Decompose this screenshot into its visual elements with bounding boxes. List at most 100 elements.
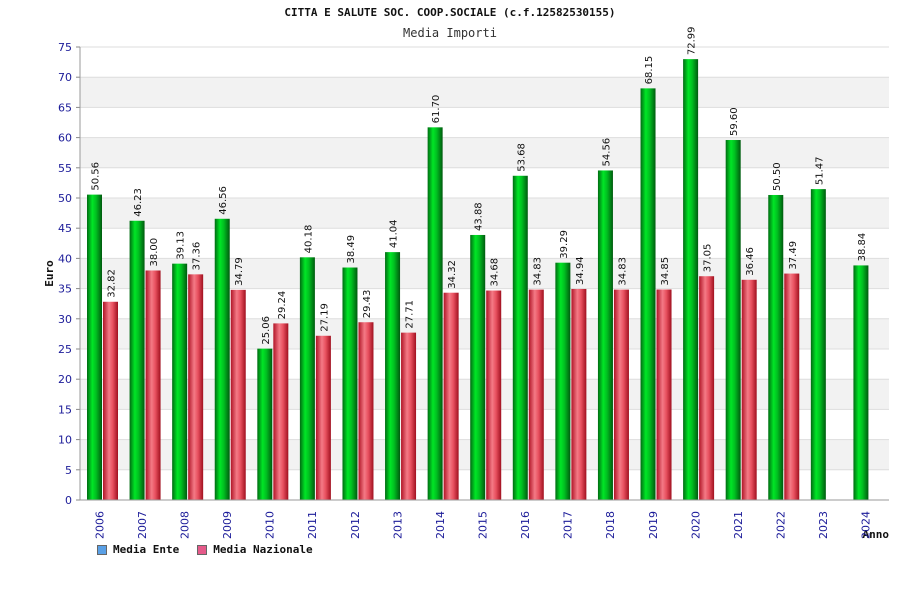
x-tick-label: 2007 <box>136 511 149 539</box>
data-label-media-ente: 68.15 <box>644 56 655 85</box>
bar-media-ente <box>555 262 571 500</box>
x-tick-label: 2014 <box>434 511 447 539</box>
bar-media-ente <box>87 194 102 500</box>
data-label-media-nazionale: 37.49 <box>788 241 799 270</box>
x-tick-label: 2011 <box>306 511 319 539</box>
data-label-media-ente: 38.84 <box>857 233 868 262</box>
x-tick-label: 2016 <box>519 511 532 539</box>
chart-title: CITTA E SALUTE SOC. COOP.SOCIALE (c.f.12… <box>284 6 616 19</box>
bar-media-nazionale <box>741 279 757 500</box>
bar-media-ente <box>257 348 273 500</box>
bar-media-ente <box>725 140 741 501</box>
bar-media-ente <box>810 189 826 500</box>
data-label-media-nazionale: 32.82 <box>107 269 118 298</box>
data-label-media-nazionale: 34.83 <box>617 257 628 286</box>
data-label-media-nazionale: 37.05 <box>703 244 714 273</box>
bar-media-ente <box>129 220 145 500</box>
y-tick-label: 5 <box>65 464 72 477</box>
bar-media-ente <box>214 218 230 501</box>
data-label-media-ente: 50.56 <box>91 162 102 191</box>
data-label-media-ente: 54.56 <box>601 138 612 167</box>
x-tick-label: 2023 <box>817 511 830 539</box>
legend: Media Ente Media Nazionale <box>97 543 313 556</box>
legend-label-ente: Media Ente <box>113 543 180 556</box>
bar-media-ente <box>342 267 358 500</box>
x-tick-label: 2024 <box>860 511 873 539</box>
grid-band <box>80 77 889 108</box>
x-tick-label: 2019 <box>647 511 660 539</box>
bar-media-nazionale <box>188 274 204 500</box>
x-tick-label: 2022 <box>775 511 788 539</box>
data-label-media-nazionale: 36.46 <box>745 247 756 276</box>
data-label-media-nazionale: 27.71 <box>405 300 416 329</box>
data-label-media-ente: 59.60 <box>729 107 740 136</box>
legend-label-nazionale: Media Nazionale <box>213 543 313 556</box>
data-label-media-ente: 72.99 <box>687 26 698 55</box>
bar-media-ente <box>172 263 188 500</box>
data-label-media-ente: 46.56 <box>218 186 229 215</box>
data-label-media-ente: 25.06 <box>261 316 272 345</box>
legend-item-ente: Media Ente <box>97 543 179 556</box>
bar-media-nazionale <box>358 322 374 500</box>
bar-media-ente <box>470 234 486 501</box>
bar-media-nazionale <box>656 289 672 500</box>
bar-media-nazionale <box>315 335 331 500</box>
legend-item-nazionale: Media Nazionale <box>197 543 313 556</box>
data-label-media-ente: 38.49 <box>346 235 357 264</box>
data-label-media-nazionale: 34.32 <box>447 260 458 289</box>
bar-media-nazionale <box>273 323 289 500</box>
bar-media-nazionale <box>571 288 587 500</box>
data-label-media-ente: 43.88 <box>474 202 485 231</box>
data-label-media-ente: 39.13 <box>176 231 187 260</box>
legend-swatch-ente <box>97 544 107 555</box>
bar-media-ente <box>597 170 613 501</box>
chart-subtitle: Media Importi <box>403 26 497 40</box>
x-tick-label: 2020 <box>689 511 702 539</box>
data-label-media-ente: 40.18 <box>303 225 314 254</box>
y-axis-label: Euro <box>43 260 56 287</box>
bar-media-nazionale <box>699 276 715 500</box>
y-tick-label: 65 <box>58 101 72 114</box>
data-label-media-ente: 46.23 <box>133 188 144 217</box>
y-tick-label: 50 <box>58 192 72 205</box>
bar-media-ente <box>299 257 315 500</box>
x-tick-label: 2008 <box>178 511 191 539</box>
data-label-media-nazionale: 34.83 <box>532 257 543 286</box>
data-label-media-nazionale: 37.36 <box>192 242 203 271</box>
data-label-media-nazionale: 34.79 <box>234 257 245 286</box>
y-tick-label: 45 <box>58 222 72 235</box>
x-tick-label: 2015 <box>477 511 490 539</box>
bar-media-ente <box>640 88 656 501</box>
y-tick-label: 20 <box>58 373 72 386</box>
data-label-media-nazionale: 34.68 <box>490 258 501 287</box>
data-label-media-ente: 39.29 <box>559 230 570 259</box>
data-label-media-ente: 50.50 <box>772 162 783 191</box>
bar-media-nazionale <box>230 289 246 500</box>
y-tick-label: 30 <box>58 313 72 326</box>
bar-media-nazionale <box>145 270 161 500</box>
data-label-media-nazionale: 34.85 <box>660 257 671 286</box>
bar-media-nazionale <box>443 292 459 500</box>
bar-media-nazionale <box>103 301 118 500</box>
grid-band <box>80 137 889 168</box>
y-tick-label: 55 <box>58 162 72 175</box>
data-label-media-nazionale: 27.19 <box>319 303 330 332</box>
data-label-media-ente: 41.04 <box>389 219 400 248</box>
data-label-media-nazionale: 29.43 <box>362 290 373 319</box>
bar-media-ente <box>512 175 528 500</box>
x-tick-label: 2006 <box>93 511 106 539</box>
data-label-media-ente: 53.68 <box>516 143 527 172</box>
y-tick-label: 25 <box>58 343 72 356</box>
bar-media-nazionale <box>401 332 417 500</box>
x-tick-label: 2021 <box>732 511 745 539</box>
y-tick-label: 10 <box>58 434 72 447</box>
data-label-media-nazionale: 29.24 <box>277 291 288 320</box>
bar-media-ente <box>385 252 401 500</box>
y-tick-label: 75 <box>58 41 72 54</box>
x-tick-label: 2017 <box>562 511 575 539</box>
x-tick-label: 2013 <box>391 511 404 539</box>
bar-media-nazionale <box>613 289 629 500</box>
x-tick-label: 2012 <box>349 511 362 539</box>
bar-media-nazionale <box>784 273 800 500</box>
